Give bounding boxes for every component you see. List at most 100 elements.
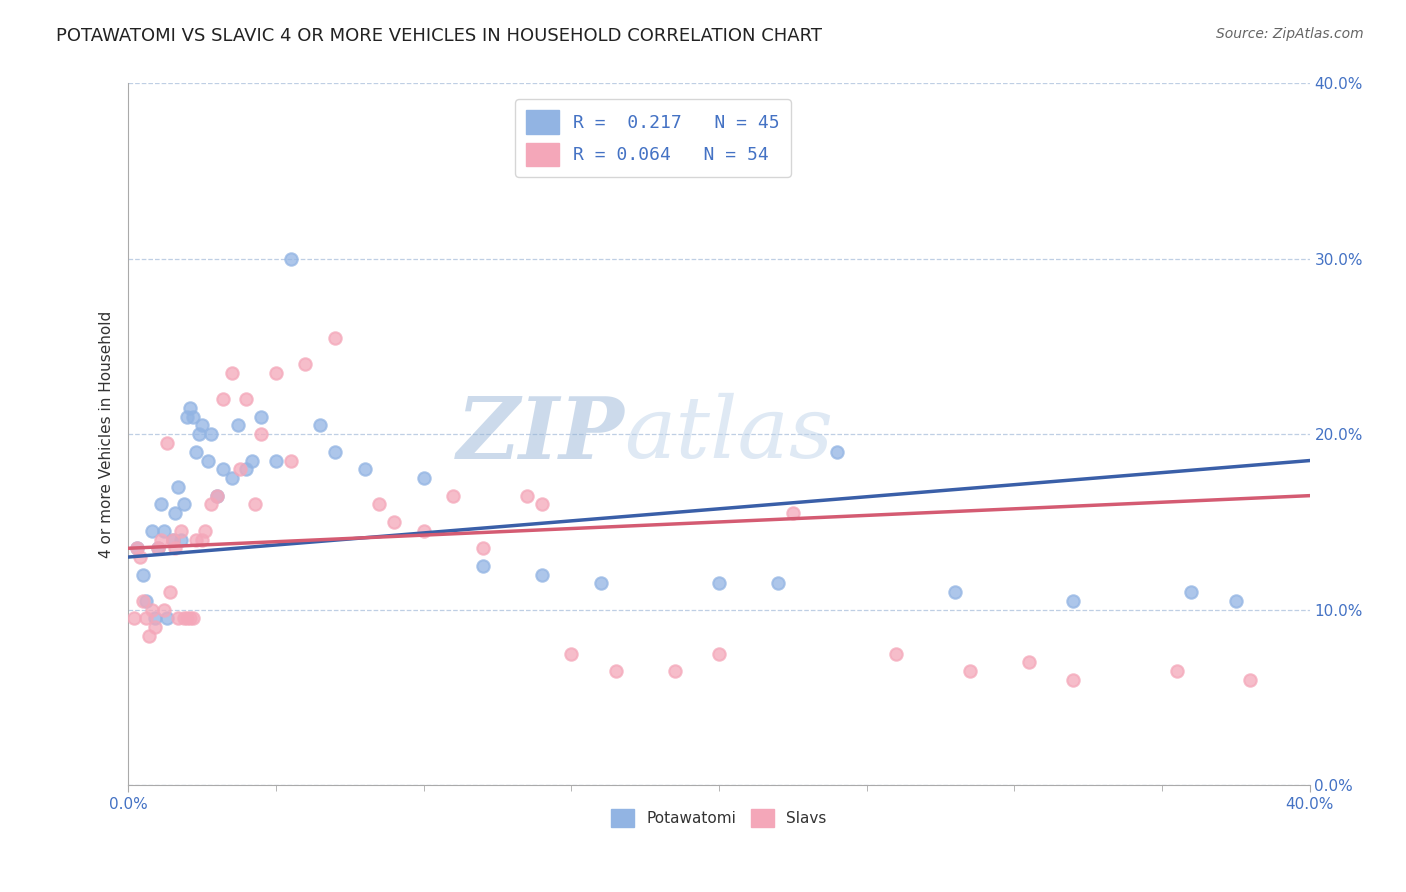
Point	[226, 418, 249, 433]
Point	[200, 427, 222, 442]
Point	[264, 366, 287, 380]
Point	[471, 558, 494, 573]
Point	[471, 541, 494, 556]
Point	[516, 489, 538, 503]
Point	[323, 445, 346, 459]
Point	[884, 647, 907, 661]
Point	[186, 533, 208, 547]
Point	[605, 664, 627, 678]
Point	[280, 252, 302, 266]
Point	[170, 524, 193, 538]
Point	[188, 427, 211, 442]
Point	[179, 611, 201, 625]
Point	[186, 445, 208, 459]
Point	[173, 611, 195, 625]
Point	[294, 357, 316, 371]
Point	[149, 533, 172, 547]
Point	[146, 541, 169, 556]
Point	[707, 647, 730, 661]
Point	[205, 489, 228, 503]
Point	[309, 418, 332, 433]
Point	[240, 453, 263, 467]
Point	[1062, 673, 1084, 687]
Point	[250, 427, 273, 442]
Point	[135, 611, 157, 625]
Point	[323, 331, 346, 345]
Text: Source: ZipAtlas.com: Source: ZipAtlas.com	[1216, 27, 1364, 41]
Point	[280, 453, 302, 467]
Point	[530, 567, 553, 582]
Point	[221, 471, 243, 485]
Text: POTAWATOMI VS SLAVIC 4 OR MORE VEHICLES IN HOUSEHOLD CORRELATION CHART: POTAWATOMI VS SLAVIC 4 OR MORE VEHICLES …	[56, 27, 823, 45]
Text: ZIP: ZIP	[457, 392, 624, 476]
Point	[132, 594, 155, 608]
Point	[245, 498, 267, 512]
Point	[664, 664, 686, 678]
Point	[197, 453, 219, 467]
Point	[141, 524, 163, 538]
Point	[176, 409, 198, 424]
Point	[1239, 673, 1261, 687]
Point	[176, 611, 198, 625]
Point	[152, 524, 174, 538]
Point	[560, 647, 582, 661]
Point	[162, 533, 184, 547]
Legend: Potawatomi, Slavs: Potawatomi, Slavs	[605, 803, 832, 834]
Point	[127, 541, 149, 556]
Point	[959, 664, 981, 678]
Point	[152, 602, 174, 616]
Point	[382, 515, 405, 529]
Point	[250, 409, 273, 424]
Point	[1062, 594, 1084, 608]
Point	[211, 392, 233, 407]
Point	[943, 585, 966, 599]
Point	[1225, 594, 1247, 608]
Point	[825, 445, 848, 459]
Point	[1180, 585, 1202, 599]
Point	[766, 576, 789, 591]
Point	[707, 576, 730, 591]
Point	[141, 602, 163, 616]
Point	[138, 629, 160, 643]
Point	[221, 366, 243, 380]
Point	[782, 506, 804, 520]
Point	[1166, 664, 1188, 678]
Y-axis label: 4 or more Vehicles in Household: 4 or more Vehicles in Household	[100, 310, 114, 558]
Point	[264, 453, 287, 467]
Point	[179, 401, 201, 415]
Point	[412, 471, 434, 485]
Point	[135, 594, 157, 608]
Point	[156, 611, 179, 625]
Point	[165, 506, 187, 520]
Text: atlas: atlas	[624, 393, 834, 475]
Point	[167, 480, 190, 494]
Point	[181, 611, 204, 625]
Point	[132, 567, 155, 582]
Point	[200, 498, 222, 512]
Point	[165, 541, 187, 556]
Point	[191, 533, 214, 547]
Point	[412, 524, 434, 538]
Point	[129, 550, 152, 565]
Point	[229, 462, 252, 476]
Point	[181, 409, 204, 424]
Point	[159, 585, 181, 599]
Point	[194, 524, 217, 538]
Point	[156, 436, 179, 450]
Point	[149, 498, 172, 512]
Point	[122, 611, 145, 625]
Point	[1018, 655, 1040, 669]
Point	[205, 489, 228, 503]
Point	[191, 418, 214, 433]
Point	[146, 541, 169, 556]
Point	[127, 541, 149, 556]
Point	[441, 489, 464, 503]
Point	[235, 462, 257, 476]
Point	[173, 498, 195, 512]
Point	[353, 462, 375, 476]
Point	[368, 498, 391, 512]
Point	[162, 533, 184, 547]
Point	[589, 576, 612, 591]
Point	[211, 462, 233, 476]
Point	[143, 611, 166, 625]
